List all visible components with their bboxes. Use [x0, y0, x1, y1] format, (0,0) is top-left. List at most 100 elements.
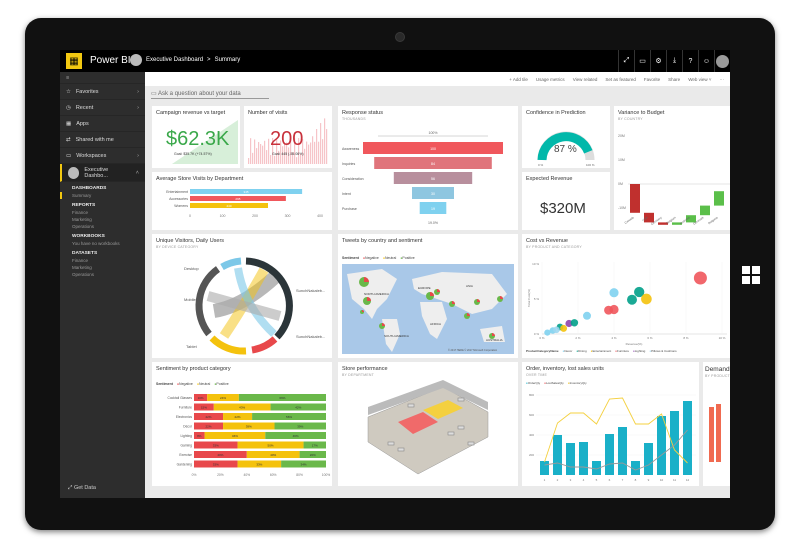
tile-tweets-map[interactable]: Tweets by country and sentiment Sentimen… [338, 234, 518, 358]
scatter-point [553, 326, 560, 334]
y-tick: 800 [529, 393, 534, 397]
sidebar-item-favorites[interactable]: ☆ Favorites › [60, 84, 145, 100]
action-button[interactable]: Usage metrics [535, 76, 565, 82]
nav-label: Favorites [75, 88, 99, 95]
x-tick: 0 % [539, 336, 545, 340]
order-bar [631, 461, 640, 475]
map-pie-slice [430, 292, 434, 296]
spark-bar [302, 139, 304, 164]
sidebar-subitem[interactable]: Operations [72, 272, 95, 277]
breadcrumb-separator: > [207, 57, 211, 63]
tile-confidence[interactable]: Confidence in Prediction 87 % 0 % 100 % [522, 106, 610, 168]
action-button[interactable]: Set as featured [605, 76, 636, 82]
order-bar [683, 401, 692, 475]
tile-store-performance[interactable]: Store performance BY DEPARTMENT [338, 362, 518, 486]
comment-icon[interactable]: ▭ [634, 50, 650, 72]
spark-bar [280, 140, 282, 164]
chevron-right-icon: › [137, 152, 139, 159]
y-tick: 5 % [534, 297, 540, 301]
tile-title: Response status [342, 110, 383, 116]
bar-value: 240 [226, 204, 231, 208]
spark-bar [282, 146, 284, 164]
sidebar-workspace[interactable]: Executive Dashbo... ˄ [60, 164, 145, 182]
sidebar-subitem[interactable]: You have no workbooks [72, 241, 120, 246]
legend-negative: ●Negative [362, 256, 379, 260]
map-legend: Sentiment ●Negative ●Neutral ●Positive [342, 256, 415, 260]
hamburger-menu-icon[interactable]: ≡ [60, 72, 145, 84]
qa-input[interactable]: ▭ Ask a question about your data [151, 90, 269, 99]
action-button[interactable]: Web view ˅ [688, 76, 712, 82]
legend-neutral: ●Neutral [382, 256, 397, 260]
get-data-button[interactable]: ⤢ Get Data [68, 485, 96, 491]
sidebar-item-workspaces[interactable]: ▭ Workspaces › [60, 148, 145, 164]
spark-bar [316, 129, 318, 164]
scatter-point [570, 319, 579, 327]
action-button[interactable]: Favorite [643, 76, 661, 82]
bar-label: Décor [183, 425, 193, 429]
tile-campaign[interactable]: Campaign revenue vs target $62.3K Goal: … [152, 106, 240, 168]
scatter-point [583, 311, 591, 320]
tile-unique-visitors[interactable]: Unique Visitors, Daily Users BY DEVICE C… [152, 234, 332, 358]
spark-bar [306, 141, 308, 164]
legend-item: ●Pillows & Cushions [649, 349, 677, 353]
sidebar-subitem[interactable]: Finance [72, 210, 89, 215]
tile-order-inventory[interactable]: Order, inventory, lost sales units OVER … [522, 362, 699, 486]
windows-logo-icon[interactable] [742, 266, 760, 284]
tile-visits[interactable]: Number of visits 200 Goal: 445 (-55.06%) [244, 106, 332, 168]
x-tick: 300 [285, 214, 291, 218]
sidebar: ≡ ☆ Favorites › ◷ Recent › ▦ Apps ⇄ Shared with m… [60, 72, 145, 498]
sidebar-subitem[interactable]: Finance [72, 258, 89, 263]
spark-bar [290, 139, 292, 164]
segment-label: 34% [301, 463, 307, 467]
sidebar-subitem[interactable]: Marketing [72, 265, 92, 270]
help-icon[interactable]: ? [682, 50, 698, 72]
breadcrumb-page[interactable]: Summary [214, 57, 241, 63]
sidebar-subitem[interactable]: Marketing [72, 217, 92, 222]
expand-icon[interactable]: ⤢ [618, 50, 634, 72]
map-label: ASIA [466, 284, 473, 288]
bar-label: Furniture [179, 406, 192, 410]
stacked-segment [237, 460, 282, 468]
x-tick: 8 [635, 478, 637, 482]
app-launcher-icon[interactable]: ▦ [66, 53, 82, 69]
stacked-segment [194, 422, 224, 430]
world-map[interactable] [342, 264, 514, 354]
nav-icon: ☆ [66, 88, 71, 95]
tile-sentiment[interactable]: Sentiment by product category Sentiment … [152, 362, 332, 486]
tile-demand[interactable]: Demand BY PRODUCT [703, 362, 730, 486]
user-avatar[interactable] [714, 50, 730, 72]
gear-icon[interactable]: ⚙ [650, 50, 666, 72]
sidebar-item-recent[interactable]: ◷ Recent › [60, 100, 145, 116]
breadcrumb-dashboard[interactable]: Executive Dashboard [146, 57, 204, 63]
smiley-icon[interactable]: ☺ [698, 50, 714, 72]
action-button[interactable]: Share [668, 76, 681, 82]
sidebar-subitem[interactable]: Operations [72, 224, 95, 229]
lost-sales-line [544, 429, 688, 471]
action-button[interactable]: ··· [719, 76, 725, 82]
legend-label: Pillows & Cushions [651, 349, 677, 353]
sidebar-subitem[interactable]: Summary [60, 192, 145, 199]
tile-expected-revenue[interactable]: Expected Revenue $320M [522, 172, 610, 230]
action-button[interactable]: View related [572, 76, 598, 82]
tile-response-status[interactable]: Response status THOUSANDS 100% Awareness 1… [338, 106, 518, 230]
sidebar-item-apps[interactable]: ▦ Apps [60, 116, 145, 132]
tile-cost-vs-revenue[interactable]: Cost vs Revenue BY PRODUCT AND CATEGORY … [522, 234, 730, 358]
tile-variance[interactable]: Variance to Budget BY COUNTRY 20M 10M 0M -1… [614, 106, 730, 230]
map-label: AUSTRALIA [486, 338, 503, 342]
segment-label: 8% [197, 434, 202, 438]
nav-icon: ⇄ [66, 136, 71, 143]
x-tick: 0 [189, 214, 191, 218]
map-pie-slice [382, 323, 385, 326]
stacked-segment [237, 441, 304, 449]
y-tick: 0M [618, 182, 623, 186]
tile-avg-store-visits[interactable]: Average Store Visits by Department Enter… [152, 172, 332, 230]
segment-label: 40% [217, 453, 223, 457]
download-icon[interactable]: ⤓ [666, 50, 682, 72]
top-bar: ▦ Power BI Executive Dashboard > Summary… [60, 50, 730, 72]
spark-bar [294, 138, 296, 164]
spark-bar [308, 144, 310, 164]
action-button[interactable]: + Add tile [509, 76, 528, 82]
segment-label: 39% [246, 425, 252, 429]
gauge-max: 100 % [586, 163, 595, 167]
sidebar-item-shared-with-me[interactable]: ⇄ Shared with me [60, 132, 145, 148]
